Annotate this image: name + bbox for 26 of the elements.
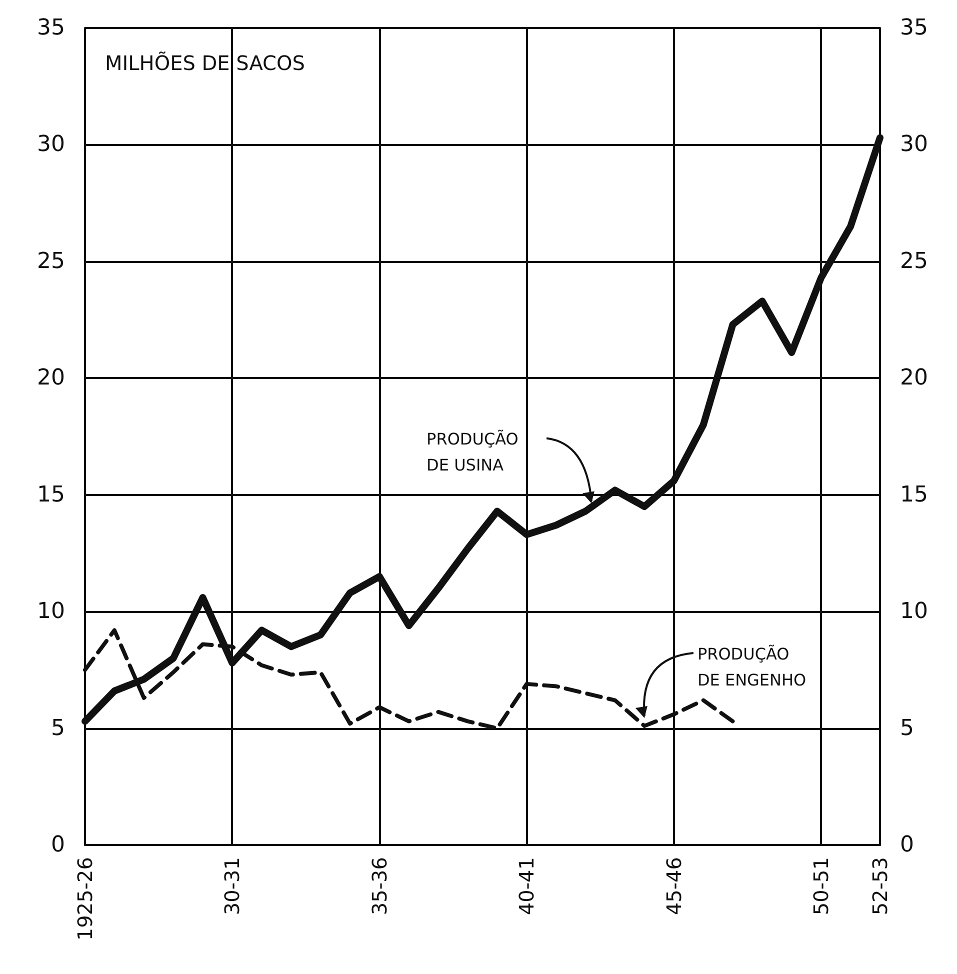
y2-tick-label: 30 xyxy=(900,132,928,158)
y2-tick-label: 35 xyxy=(900,16,928,40)
x-tick-label: 35-36 xyxy=(367,857,392,916)
text: PRODUÇÃO DE USINA xyxy=(426,430,524,475)
y2-tick-label: 20 xyxy=(900,366,928,391)
y2-tick-label: 10 xyxy=(900,599,928,624)
y-tick-label: 25 xyxy=(37,248,65,274)
y-tick-label: 20 xyxy=(37,366,65,391)
series-label: PRODUÇÃO DE ENGENHO xyxy=(697,644,806,690)
y-tick-label: 5 xyxy=(51,716,65,741)
x-tick-label: 50-51 xyxy=(809,857,834,916)
x-tick-label: 45-46 xyxy=(662,857,686,916)
x-tick-label: 40-41 xyxy=(514,857,539,916)
y2-tick-label: 15 xyxy=(900,482,928,508)
y-tick-label: 15 xyxy=(37,482,65,508)
y-tick-label: 10 xyxy=(37,599,65,624)
y2-tick-label: 5 xyxy=(900,716,914,741)
y-tick-label: 30 xyxy=(37,132,65,158)
y-axis-title: MILHÕES DE SACOS xyxy=(105,51,305,75)
y-tick-label: 0 xyxy=(51,832,65,858)
y-tick-label: 35 xyxy=(37,16,65,40)
x-tick-label: 30-31 xyxy=(220,857,244,916)
x-tick-label: 52-53 xyxy=(868,857,892,916)
y2-tick-label: 0 xyxy=(900,832,914,858)
x-tick-label: 1925-26 xyxy=(73,857,97,941)
y2-tick-label: 25 xyxy=(900,248,928,274)
